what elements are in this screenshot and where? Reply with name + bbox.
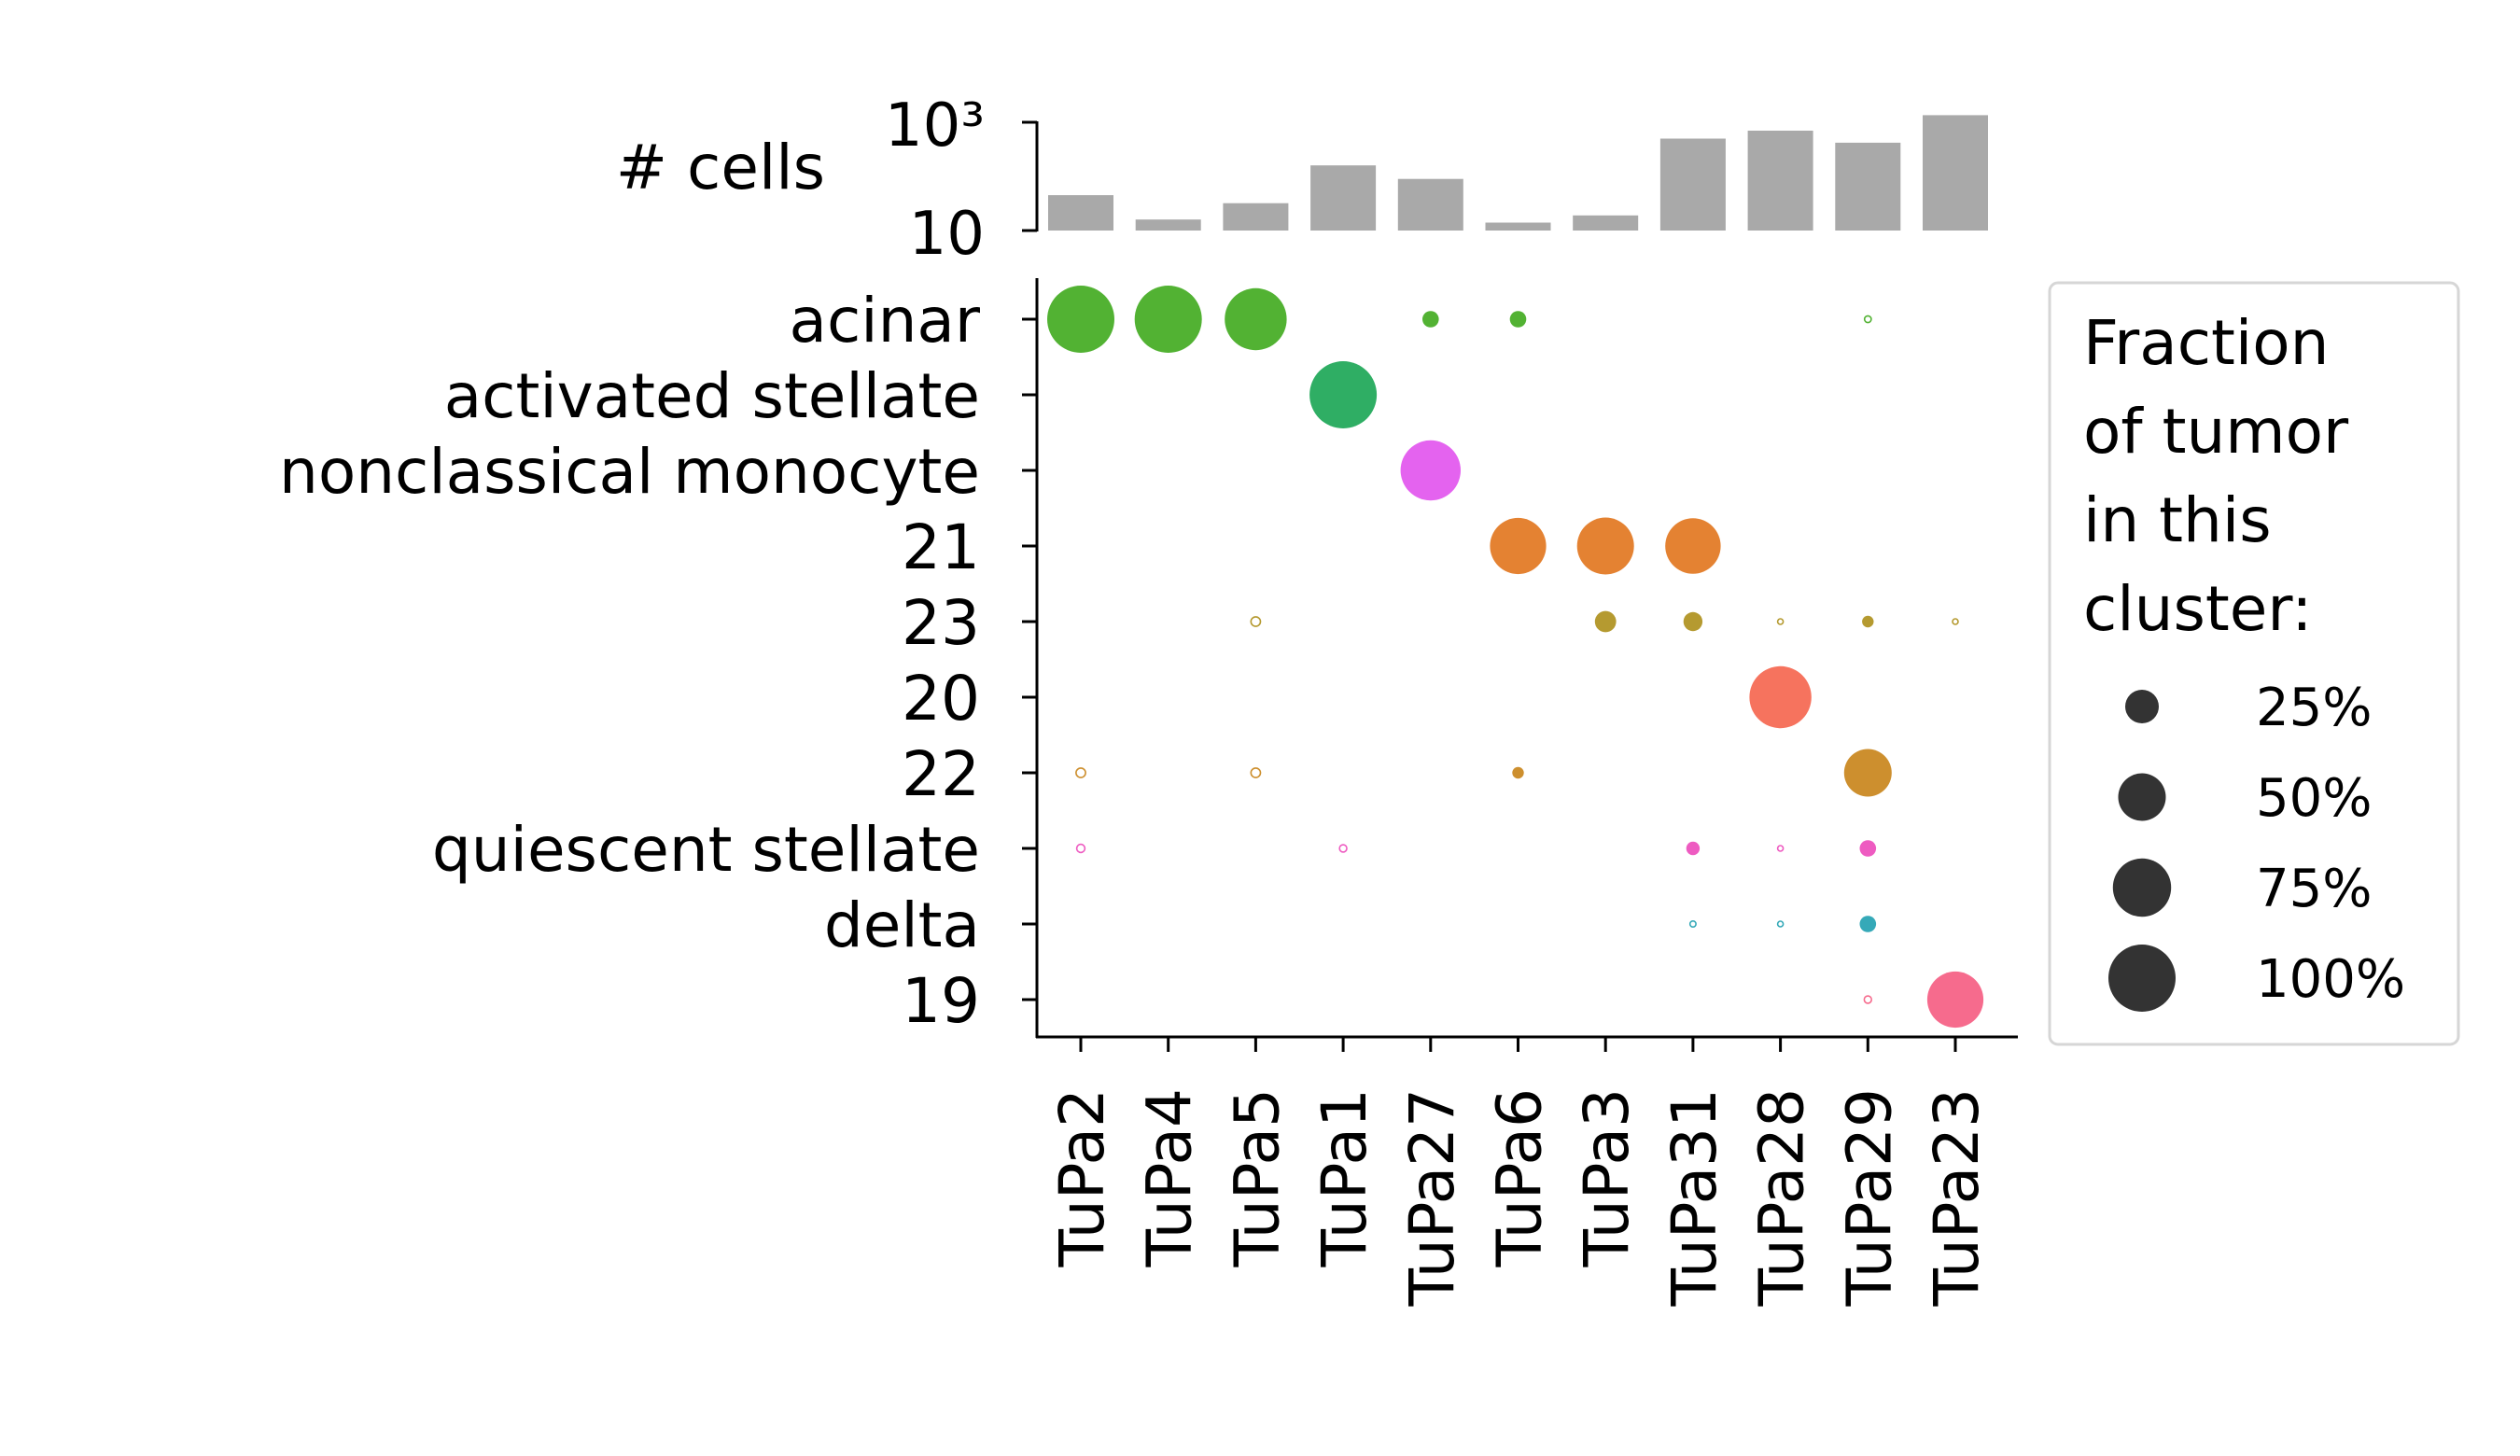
legend-label-50-: 50%	[2256, 768, 2372, 829]
legend-dot-50-	[2118, 773, 2166, 821]
cell-count-bar-tupa3	[1573, 215, 1639, 231]
cell-count-panel: # cells 10³ 10	[616, 91, 1988, 269]
dot-23-tupa5	[1250, 616, 1262, 627]
tumor-label-tupa27: TuPa27	[1396, 1088, 1468, 1307]
tumor-label-tupa5: TuPa5	[1221, 1088, 1293, 1267]
cluster-label-delta: delta	[824, 889, 980, 961]
cluster-label-activated-stellate: activated stellate	[444, 360, 980, 432]
dot-21-tupa31	[1665, 518, 1721, 574]
dot-23-tupa29	[1862, 615, 1874, 628]
dot-quiescent-stellate-tupa1	[1338, 844, 1348, 853]
cell-count-tick-label-bottom: 10	[909, 200, 985, 269]
tumor-label-tupa28: TuPa28	[1746, 1088, 1818, 1307]
dot-19-tupa29	[1863, 995, 1873, 1004]
dot-22-tupa5	[1250, 767, 1262, 778]
cluster-label-19: 19	[902, 965, 980, 1037]
dot-23-tupa28	[1776, 618, 1785, 625]
dots	[1047, 286, 1984, 1029]
dot-delta-tupa28	[1776, 920, 1785, 928]
legend-title-line-1: Fraction	[2083, 307, 2329, 379]
tumor-label-tupa29: TuPa29	[1833, 1088, 1905, 1307]
legend-frame	[2048, 281, 2460, 1046]
dot-quiescent-stellate-tupa2	[1075, 843, 1086, 854]
tumor-label-tupa4: TuPa4	[1134, 1088, 1206, 1267]
size-legend: Fraction of tumor in this cluster: 25% 50…	[2048, 281, 2460, 1046]
dot-21-tupa3	[1576, 517, 1634, 575]
legend-title-line-4: cluster:	[2083, 573, 2313, 645]
dot-acinar-tupa2	[1047, 286, 1114, 353]
dot-delta-tupa29	[1859, 916, 1877, 932]
legend-label-100-: 100%	[2256, 949, 2405, 1010]
legend-label-75-: 75%	[2256, 859, 2372, 919]
tumor-label-tupa23: TuPa23	[1921, 1088, 1993, 1307]
cluster-label-20: 20	[902, 663, 980, 735]
legend-dot-75-	[2112, 858, 2172, 917]
legend-entries: 25% 50% 75% 100%	[2108, 678, 2405, 1012]
dot-quiescent-stellate-tupa28	[1776, 845, 1785, 852]
cell-count-bar-tupa23	[1923, 115, 1988, 231]
cell-count-bar-tupa1	[1310, 165, 1377, 231]
cluster-label-23: 23	[902, 587, 980, 659]
legend-dot-25-	[2125, 690, 2159, 723]
cluster-label-nonclassical-monocyte: nonclassical monocyte	[279, 436, 980, 508]
tumor-label-tupa6: TuPa6	[1484, 1088, 1556, 1267]
dot-quiescent-stellate-tupa31	[1686, 841, 1701, 856]
cell-count-bar-tupa6	[1485, 222, 1551, 231]
cell-count-bars	[1048, 115, 1988, 231]
dot-acinar-tupa5	[1225, 287, 1287, 351]
cluster-label-quiescent-stellate: quiescent stellate	[432, 814, 980, 886]
tumor-label-tupa2: TuPa2	[1046, 1088, 1118, 1267]
dot-23-tupa31	[1683, 611, 1703, 632]
cell-count-bar-tupa5	[1223, 203, 1289, 231]
dot-22-tupa6	[1512, 766, 1524, 779]
tumor-label-tupa31: TuPa31	[1659, 1088, 1730, 1307]
cell-count-bar-tupa27	[1397, 178, 1463, 231]
cell-count-ylabel: # cells	[616, 132, 825, 203]
tumor-label-tupa3: TuPa3	[1571, 1088, 1643, 1267]
dot-21-tupa6	[1490, 517, 1547, 575]
cluster-label-21: 21	[902, 511, 980, 583]
dot-22-tupa29	[1843, 749, 1892, 797]
cell-count-bar-tupa28	[1747, 131, 1813, 231]
dot-23-tupa23	[1952, 618, 1959, 625]
dot-acinar-tupa4	[1134, 286, 1202, 353]
dot-nonclassical-monocyte-tupa27	[1400, 440, 1462, 501]
dot-19-tupa23	[1926, 971, 1984, 1029]
dot-22-tupa2	[1075, 767, 1086, 778]
cell-count-tick-label-top: 10³	[885, 91, 985, 161]
cluster-label-22: 22	[902, 738, 980, 810]
dot-acinar-tupa29	[1863, 315, 1872, 324]
legend-title-line-3: in this	[2083, 484, 2272, 556]
legend-title-line-2: of tumor	[2083, 396, 2349, 468]
cell-count-bar-tupa29	[1835, 142, 1901, 231]
legend-label-25-: 25%	[2256, 678, 2372, 738]
dot-activated-stellate-tupa1	[1309, 361, 1378, 428]
cell-count-bar-tupa4	[1135, 219, 1201, 231]
dot-acinar-tupa6	[1509, 311, 1527, 328]
cluster-label-acinar: acinar	[790, 285, 981, 357]
tumor-label-tupa1: TuPa1	[1309, 1088, 1380, 1267]
dot-23-tupa3	[1594, 610, 1617, 633]
tumor-ticks: TuPa2 TuPa4 TuPa5 TuPa1 TuPa27 TuPa6 TuPa3 TuPa…	[1046, 1037, 1993, 1307]
dot-acinar-tupa27	[1422, 311, 1439, 328]
cell-count-bar-tupa31	[1659, 138, 1726, 231]
cell-count-bar-tupa2	[1048, 195, 1113, 231]
dot-delta-tupa31	[1688, 919, 1697, 928]
dot-20-tupa28	[1749, 665, 1812, 729]
legend-dot-100-	[2108, 945, 2176, 1012]
dot-quiescent-stellate-tupa29	[1859, 840, 1877, 857]
